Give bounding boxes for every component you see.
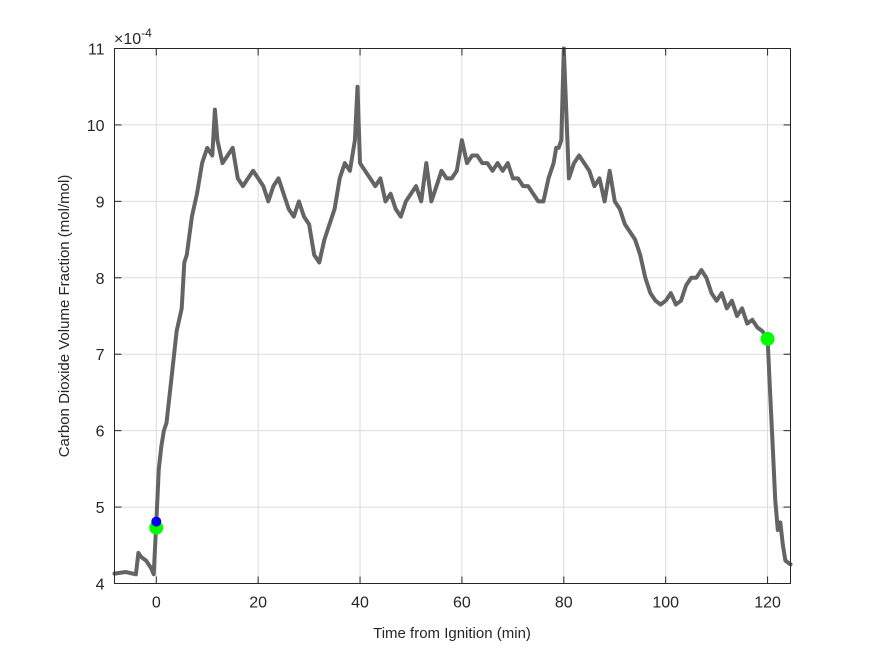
y-tick-label: 4	[96, 577, 105, 594]
end-green-marker	[760, 331, 775, 346]
y-tick-label: 10	[87, 118, 105, 135]
y-tick-label: 11	[88, 42, 105, 59]
plot-axes-box	[114, 48, 791, 584]
ticks: 0 20 40 60 80 100 120 4 5 6 7 8 9 10 11	[87, 42, 791, 612]
y-tick-label: 6	[96, 424, 105, 441]
y-tick-label: 7	[96, 347, 105, 364]
x-tick-label: 100	[652, 595, 679, 612]
data-line	[112, 46, 793, 577]
y-tick-label: 9	[96, 194, 105, 211]
x-tick-label: 80	[555, 595, 573, 612]
y-exponent-label: ×10-4	[114, 26, 152, 48]
gridlines	[114, 48, 791, 584]
x-tick-label: 20	[249, 595, 267, 612]
y-axis-label: Carbon Dioxide Volume Fraction (mol/mol)	[56, 175, 73, 458]
x-tick-label: 60	[453, 595, 471, 612]
markers	[149, 331, 775, 535]
ignition-blue-marker	[151, 516, 162, 527]
x-tick-label: 120	[754, 595, 781, 612]
x-axis-label: Time from Ignition (min)	[373, 625, 531, 642]
x-tick-label: 0	[152, 595, 161, 612]
y-tick-label: 8	[96, 271, 105, 288]
x-tick-label: 40	[351, 595, 369, 612]
y-tick-label: 5	[96, 500, 105, 517]
